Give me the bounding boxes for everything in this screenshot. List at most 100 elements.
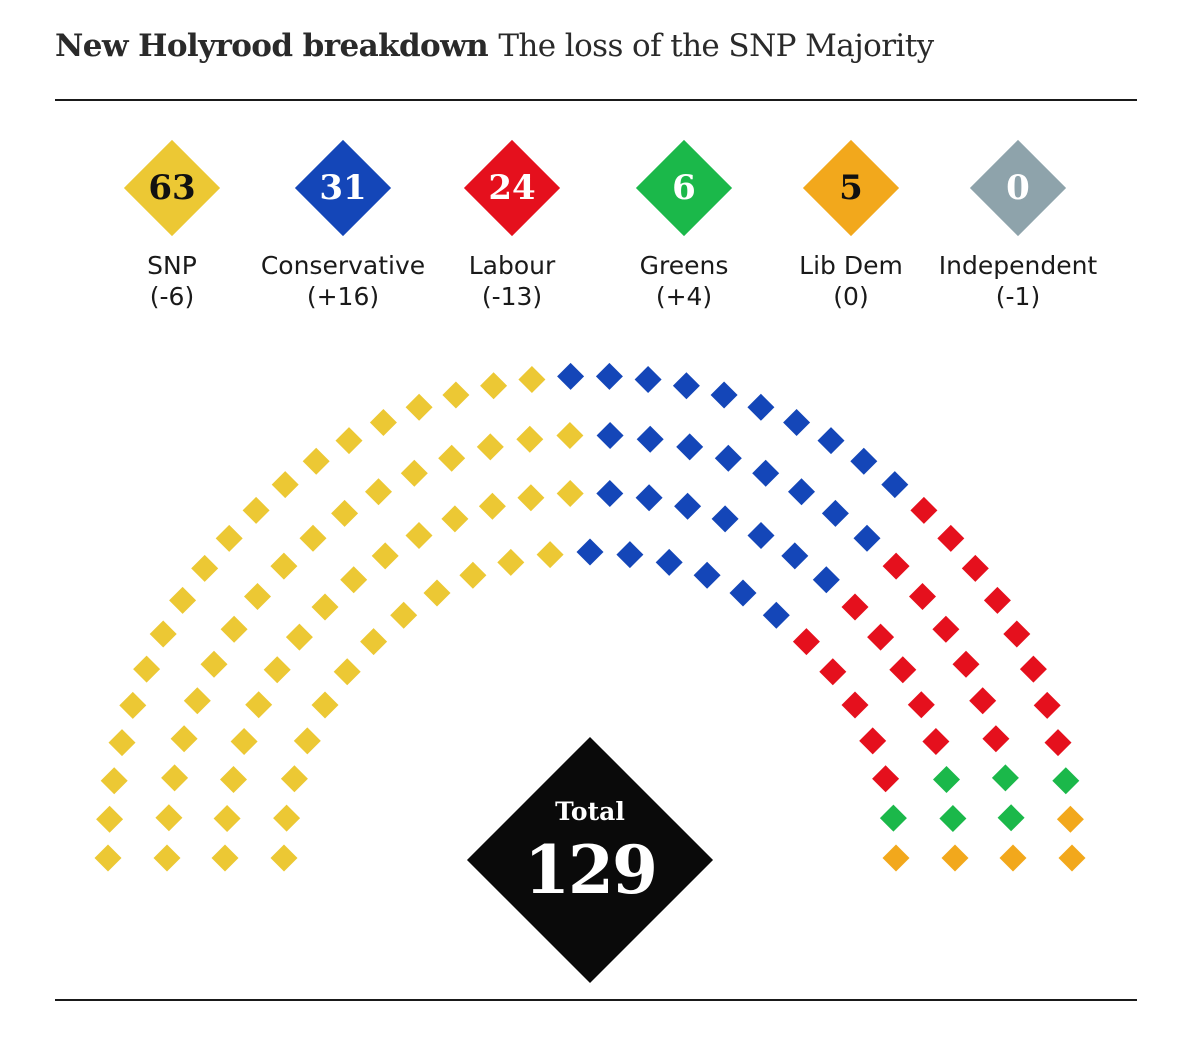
bottom-divider xyxy=(55,999,1137,1001)
seat-conservative xyxy=(817,427,845,455)
seat-snp xyxy=(244,583,271,610)
seat-snp xyxy=(423,579,451,607)
seat-snp xyxy=(119,691,147,719)
seat-snp xyxy=(200,650,228,678)
seat-snp xyxy=(285,623,313,651)
seat-greens xyxy=(991,764,1019,792)
seat-conservative xyxy=(693,561,721,589)
seat-snp xyxy=(518,366,546,393)
seat-labour xyxy=(1044,729,1072,757)
legend-diamond-conservative: 31 xyxy=(294,139,392,237)
seat-conservative xyxy=(710,381,738,409)
seat-snp xyxy=(335,427,363,455)
seat-conservative xyxy=(714,444,742,472)
seat-conservative xyxy=(881,471,909,499)
seat-snp xyxy=(333,658,361,686)
total-label: Total xyxy=(555,797,625,826)
seat-lib-dem xyxy=(1058,844,1086,872)
seat-conservative xyxy=(788,478,815,506)
seat-snp xyxy=(215,524,243,552)
seat-snp xyxy=(497,548,525,576)
legend-item-independent: 0 Independent (-1) xyxy=(918,139,1118,312)
seat-conservative xyxy=(635,484,663,512)
legend-diamond-snp: 63 xyxy=(123,139,221,237)
seat-snp xyxy=(155,804,183,832)
seat-conservative xyxy=(674,492,702,520)
seat-greens xyxy=(939,805,967,832)
seat-labour xyxy=(859,727,887,755)
seat-snp xyxy=(96,805,124,833)
seat-labour xyxy=(841,691,869,719)
seat-snp xyxy=(270,844,298,872)
seat-snp xyxy=(211,844,239,872)
seat-labour xyxy=(1003,620,1031,648)
seat-conservative xyxy=(595,362,623,390)
seat-lib-dem xyxy=(1056,805,1084,833)
seat-snp xyxy=(438,444,466,472)
seat-lib-dem xyxy=(999,844,1027,872)
seat-conservative xyxy=(821,499,849,527)
seat-snp xyxy=(100,767,128,795)
seat-snp xyxy=(94,844,122,872)
seat-greens xyxy=(1052,767,1080,795)
seat-snp xyxy=(390,601,418,629)
legend-seat-count-labour: 24 xyxy=(488,168,536,208)
seat-snp xyxy=(400,459,428,487)
seat-snp xyxy=(230,728,258,755)
seat-snp xyxy=(480,372,508,400)
seat-conservative xyxy=(672,372,700,400)
seat-snp xyxy=(302,447,330,475)
seat-labour xyxy=(792,628,820,656)
seat-snp xyxy=(369,409,397,436)
seat-conservative xyxy=(616,541,644,569)
seat-conservative xyxy=(783,409,811,436)
legend-change-independent: (-1) xyxy=(995,282,1041,311)
seat-labour xyxy=(1019,655,1047,683)
legend-item-snp: 63 SNP (-6) xyxy=(72,139,272,312)
seat-conservative xyxy=(655,548,683,576)
legend-diamond-independent: 0 xyxy=(969,139,1067,237)
seat-conservative xyxy=(596,480,624,507)
seat-conservative xyxy=(557,362,585,390)
seat-conservative xyxy=(850,447,878,475)
seat-snp xyxy=(311,691,339,719)
seat-greens xyxy=(933,766,960,793)
seat-snp xyxy=(441,505,469,533)
seat-snp xyxy=(183,687,211,715)
seat-labour xyxy=(952,650,980,678)
total-diamond: Total 129 xyxy=(466,736,714,984)
seat-snp xyxy=(245,691,273,719)
seat-labour xyxy=(983,586,1011,614)
seat-snp xyxy=(263,656,291,684)
seat-snp xyxy=(299,524,327,552)
seat-snp xyxy=(220,615,248,643)
seat-snp xyxy=(133,655,161,683)
legend-name-snp: SNP xyxy=(147,251,197,280)
top-divider xyxy=(55,99,1137,101)
seat-snp xyxy=(478,492,506,520)
seat-snp xyxy=(459,561,487,589)
seat-conservative xyxy=(729,579,757,607)
seat-conservative xyxy=(762,601,790,629)
legend-seat-count-snp: 63 xyxy=(148,168,196,208)
seat-labour xyxy=(969,687,997,715)
legend-change-conservative: (+16) xyxy=(306,282,380,311)
title-subtitle: The loss of the SNP Majority xyxy=(498,28,934,64)
seat-conservative xyxy=(781,542,809,570)
seat-conservative xyxy=(747,393,775,421)
seat-snp xyxy=(371,542,399,570)
legend-seat-count-greens: 6 xyxy=(672,168,696,208)
seat-snp xyxy=(149,620,177,648)
seat-conservative xyxy=(676,433,704,461)
seat-snp xyxy=(108,729,136,757)
seat-conservative xyxy=(812,566,840,594)
legend-item-greens: 6 Greens (+4) xyxy=(584,139,784,312)
seat-conservative xyxy=(711,505,739,533)
seat-conservative xyxy=(853,524,881,552)
seat-labour xyxy=(982,725,1010,753)
legend-seat-count-independent: 0 xyxy=(1006,168,1030,208)
seat-snp xyxy=(271,471,299,499)
seat-labour xyxy=(922,728,950,755)
seat-snp xyxy=(516,425,544,453)
